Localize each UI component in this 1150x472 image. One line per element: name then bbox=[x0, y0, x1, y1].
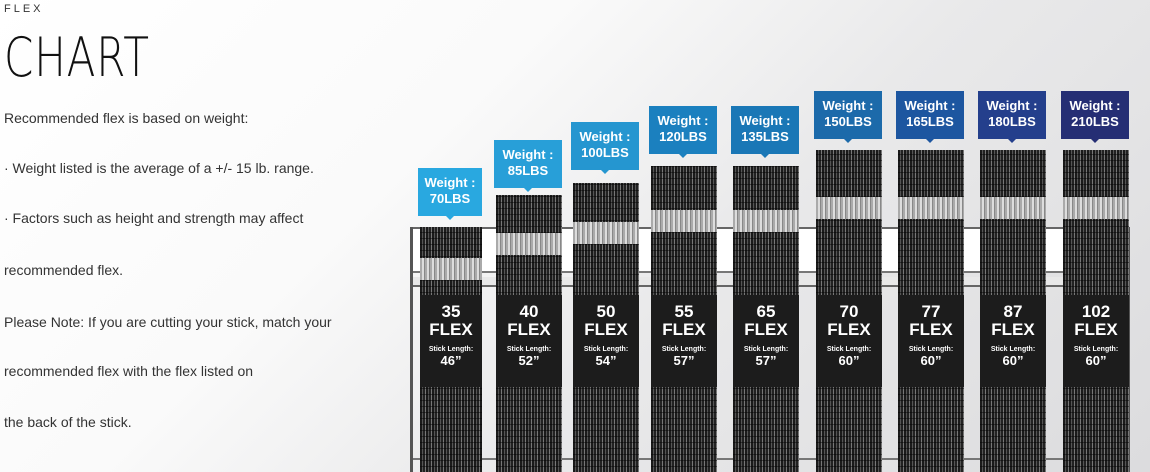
weight-value: 135LBS bbox=[741, 129, 789, 144]
flex-label: 40 FLEX Stick Length: 52” bbox=[496, 295, 562, 387]
stick-length-value: 60” bbox=[838, 353, 860, 368]
stick-length-label: Stick Length: bbox=[908, 346, 954, 353]
flex-word: FLEX bbox=[584, 320, 628, 339]
flex-value: 87 bbox=[1003, 302, 1023, 321]
hockey-stick: 102 FLEX Stick Length: 60” bbox=[1063, 150, 1129, 472]
info-paragraph: Please Note: If you are cutting your sti… bbox=[4, 314, 332, 330]
flex-label: 35 FLEX Stick Length: 46” bbox=[420, 295, 482, 387]
info-paragraph: recommended flex. bbox=[4, 262, 124, 278]
flex-label: 55 FLEX Stick Length: 57” bbox=[651, 295, 717, 387]
weight-value: 120LBS bbox=[659, 129, 707, 144]
stick-length-label: Stick Length: bbox=[826, 346, 872, 353]
flex-value: 77 bbox=[921, 302, 941, 321]
weight-tag: Weight :180LBS bbox=[978, 91, 1046, 143]
grip-band bbox=[816, 197, 882, 219]
stick-length-value: 60” bbox=[1085, 353, 1107, 368]
flex-label: 87 FLEX Stick Length: 60” bbox=[980, 295, 1046, 387]
flex-value: 65 bbox=[756, 302, 776, 321]
hockey-stick: 50 FLEX Stick Length: 54” bbox=[573, 183, 639, 472]
flex-value: 70 bbox=[839, 302, 859, 321]
info-paragraph: the back of the stick. bbox=[4, 414, 132, 430]
hockey-stick: 70 FLEX Stick Length: 60” bbox=[816, 150, 882, 472]
stick-length-value: 57” bbox=[755, 353, 777, 368]
stick-length-value: 52” bbox=[518, 353, 540, 368]
flex-word: FLEX bbox=[662, 320, 706, 339]
weight-label: Weight : bbox=[657, 113, 709, 128]
stick-length-label: Stick Length: bbox=[1073, 346, 1119, 353]
flex-value: 50 bbox=[596, 302, 616, 321]
flex-value: 40 bbox=[519, 302, 539, 321]
flex-label: 70 FLEX Stick Length: 60” bbox=[816, 295, 882, 387]
flex-word: FLEX bbox=[827, 320, 871, 339]
hockey-stick: 77 FLEX Stick Length: 60” bbox=[898, 150, 964, 472]
info-paragraph: recommended flex with the flex listed on bbox=[4, 363, 254, 379]
grip-band bbox=[651, 210, 717, 232]
grip-band bbox=[496, 233, 562, 255]
eyebrow: FLEX bbox=[4, 3, 44, 15]
weight-value: 70LBS bbox=[429, 191, 471, 206]
flex-word: FLEX bbox=[744, 320, 788, 339]
grip-band bbox=[573, 222, 639, 244]
weight-value: 150LBS bbox=[824, 114, 872, 129]
weight-label: Weight : bbox=[739, 113, 791, 128]
weight-label: Weight : bbox=[579, 129, 631, 144]
stick-length-label: Stick Length: bbox=[990, 346, 1036, 353]
hockey-stick: 65 FLEX Stick Length: 57” bbox=[733, 166, 799, 472]
grip-band bbox=[1063, 197, 1129, 219]
grip-band bbox=[980, 197, 1046, 219]
flex-value: 35 bbox=[441, 302, 461, 321]
flex-word: FLEX bbox=[909, 320, 953, 339]
stick-length-value: 60” bbox=[1002, 353, 1024, 368]
weight-label: Weight : bbox=[424, 175, 476, 190]
weight-label: Weight : bbox=[822, 98, 874, 113]
weight-value: 100LBS bbox=[581, 145, 629, 160]
stick-length-label: Stick Length: bbox=[583, 346, 629, 353]
weight-tag: Weight :135LBS bbox=[731, 106, 799, 158]
stick-length-value: 54” bbox=[595, 353, 617, 368]
weight-value: 165LBS bbox=[906, 114, 954, 129]
info-paragraph: Recommended flex is based on weight: bbox=[4, 110, 249, 126]
stick-length-value: 57” bbox=[673, 353, 695, 368]
weight-value: 85LBS bbox=[507, 163, 549, 178]
flex-word: FLEX bbox=[1074, 320, 1118, 339]
hockey-stick: 55 FLEX Stick Length: 57” bbox=[651, 166, 717, 472]
grip-band bbox=[420, 258, 482, 280]
stick-length-value: 46” bbox=[440, 353, 462, 368]
weight-label: Weight : bbox=[986, 98, 1038, 113]
hockey-stick: 40 FLEX Stick Length: 52” bbox=[496, 195, 562, 472]
flex-label: 77 FLEX Stick Length: 60” bbox=[898, 295, 964, 387]
weight-label: Weight : bbox=[1069, 98, 1121, 113]
stick-length-label: Stick Length: bbox=[743, 346, 789, 353]
weight-label: Weight : bbox=[904, 98, 956, 113]
grip-band bbox=[898, 197, 964, 219]
grip-band bbox=[733, 210, 799, 232]
page-title: CHART bbox=[4, 26, 150, 89]
weight-tag: Weight :100LBS bbox=[571, 122, 639, 174]
flex-label: 102 FLEX Stick Length: 60” bbox=[1063, 295, 1129, 387]
hockey-stick: 87 FLEX Stick Length: 60” bbox=[980, 150, 1046, 472]
flex-label: 50 FLEX Stick Length: 54” bbox=[573, 295, 639, 387]
stick-length-label: Stick Length: bbox=[661, 346, 707, 353]
weight-tag: Weight :120LBS bbox=[649, 106, 717, 158]
weight-tag: Weight :150LBS bbox=[814, 91, 882, 143]
flex-word: FLEX bbox=[991, 320, 1035, 339]
flex-word: FLEX bbox=[429, 320, 473, 339]
info-paragraph: · Factors such as height and strength ma… bbox=[4, 210, 304, 226]
hockey-stick: 35 FLEX Stick Length: 46” bbox=[420, 227, 482, 472]
flex-label: 65 FLEX Stick Length: 57” bbox=[733, 295, 799, 387]
weight-value: 210LBS bbox=[1071, 114, 1119, 129]
flex-value: 102 bbox=[1081, 302, 1111, 321]
weight-tag: Weight :85LBS bbox=[494, 140, 562, 192]
flex-word: FLEX bbox=[507, 320, 551, 339]
flex-value: 55 bbox=[674, 302, 694, 321]
stick-length-label: Stick Length: bbox=[506, 346, 552, 353]
weight-tag: Weight :165LBS bbox=[896, 91, 964, 143]
weight-tag: Weight :210LBS bbox=[1061, 91, 1129, 143]
stick-length-value: 60” bbox=[920, 353, 942, 368]
weight-label: Weight : bbox=[502, 147, 554, 162]
stick-length-label: Stick Length: bbox=[428, 346, 474, 353]
info-paragraph: · Weight listed is the average of a +/- … bbox=[4, 160, 314, 176]
weight-tag: Weight :70LBS bbox=[418, 168, 482, 220]
weight-value: 180LBS bbox=[988, 114, 1036, 129]
